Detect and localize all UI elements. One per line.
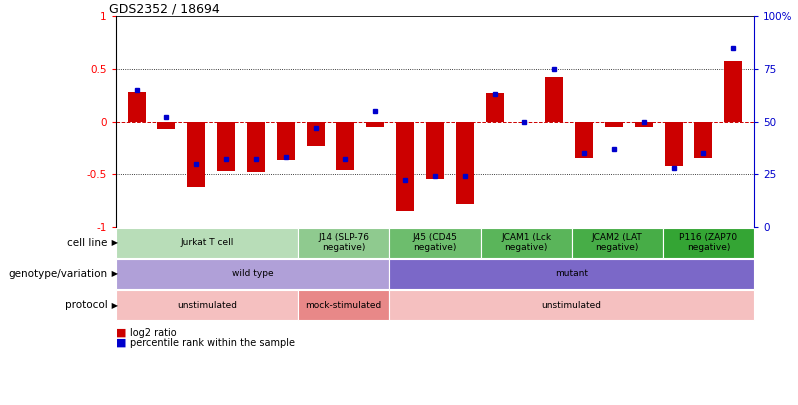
- Text: cell line: cell line: [67, 238, 108, 248]
- Text: GDS2352 / 18694: GDS2352 / 18694: [109, 2, 220, 15]
- Text: log2 ratio: log2 ratio: [130, 328, 176, 337]
- Bar: [456, 122, 474, 204]
- Bar: [306, 122, 325, 146]
- Text: unstimulated: unstimulated: [177, 301, 237, 310]
- Bar: [486, 93, 504, 122]
- Text: P116 (ZAP70
negative): P116 (ZAP70 negative): [679, 233, 737, 252]
- Bar: [571, 228, 663, 258]
- Bar: [575, 122, 593, 158]
- Text: percentile rank within the sample: percentile rank within the sample: [130, 338, 295, 347]
- Bar: [545, 77, 563, 122]
- Bar: [389, 290, 754, 320]
- Bar: [116, 259, 389, 289]
- Bar: [426, 122, 444, 179]
- Bar: [116, 290, 298, 320]
- Bar: [298, 228, 389, 258]
- Text: wild type: wild type: [231, 269, 274, 279]
- Text: genotype/variation: genotype/variation: [9, 269, 108, 279]
- Bar: [389, 259, 754, 289]
- Text: J14 (SLP-76
negative): J14 (SLP-76 negative): [318, 233, 369, 252]
- Text: protocol: protocol: [65, 300, 108, 310]
- Text: ■: ■: [116, 328, 126, 337]
- Bar: [725, 62, 742, 122]
- Bar: [188, 122, 205, 187]
- Bar: [157, 122, 176, 129]
- Bar: [396, 122, 414, 211]
- Bar: [480, 228, 571, 258]
- Text: ▶: ▶: [109, 301, 118, 310]
- Bar: [337, 122, 354, 170]
- Text: ▶: ▶: [109, 238, 118, 247]
- Bar: [298, 290, 389, 320]
- Text: JCAM1 (Lck
negative): JCAM1 (Lck negative): [501, 233, 551, 252]
- Text: J45 (CD45
negative): J45 (CD45 negative): [413, 233, 457, 252]
- Text: ▶: ▶: [109, 269, 118, 279]
- Text: mock-stimulated: mock-stimulated: [306, 301, 381, 310]
- Bar: [217, 122, 235, 171]
- Text: ■: ■: [116, 338, 126, 347]
- Bar: [366, 122, 384, 127]
- Bar: [116, 228, 298, 258]
- Text: unstimulated: unstimulated: [542, 301, 602, 310]
- Bar: [389, 228, 480, 258]
- Bar: [634, 122, 653, 127]
- Bar: [665, 122, 682, 166]
- Bar: [128, 92, 145, 122]
- Bar: [663, 228, 754, 258]
- Bar: [247, 122, 265, 172]
- Bar: [694, 122, 713, 158]
- Bar: [605, 122, 623, 127]
- Text: Jurkat T cell: Jurkat T cell: [180, 238, 234, 247]
- Text: JCAM2 (LAT
negative): JCAM2 (LAT negative): [592, 233, 642, 252]
- Bar: [277, 122, 294, 160]
- Text: mutant: mutant: [555, 269, 588, 279]
